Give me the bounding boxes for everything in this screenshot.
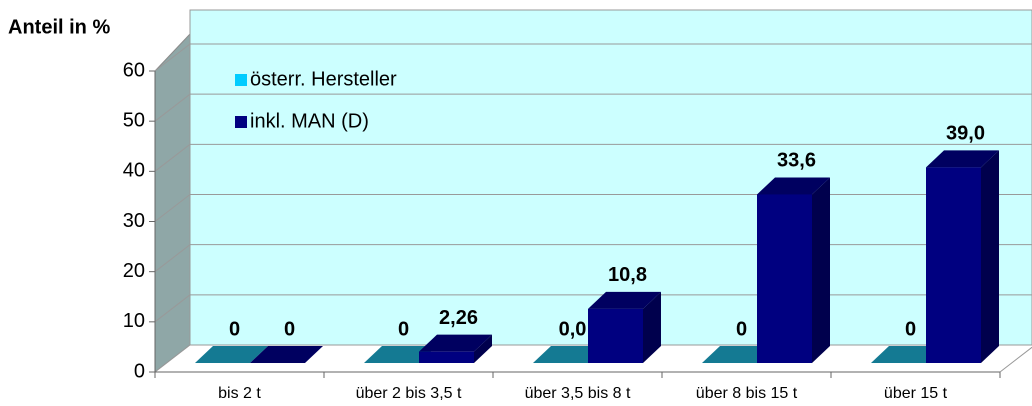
y-tick-label: 0 bbox=[134, 360, 145, 382]
grid-line bbox=[154, 93, 191, 122]
x-tick-label: bis 2 t bbox=[218, 385, 261, 402]
y-tick-label: 50 bbox=[123, 109, 145, 131]
x-tick-label: über 2 bis 3,5 t bbox=[356, 385, 462, 402]
grid-line bbox=[154, 244, 191, 273]
value-label: 0 bbox=[284, 318, 295, 340]
value-label: 0 bbox=[229, 318, 240, 340]
y-tick-label: 30 bbox=[123, 210, 145, 232]
legend-label: inkl. MAN (D) bbox=[250, 110, 369, 132]
y-tick-label: 10 bbox=[123, 310, 145, 332]
value-label: 39,0 bbox=[946, 123, 985, 145]
bar-top bbox=[757, 177, 830, 195]
bar-top bbox=[195, 346, 268, 363]
side-wall bbox=[154, 32, 191, 374]
bar-top bbox=[702, 346, 775, 363]
legend-label: österr. Hersteller bbox=[250, 68, 397, 90]
bar-top bbox=[419, 334, 492, 352]
bar-side bbox=[981, 150, 999, 363]
value-label: 0 bbox=[736, 318, 747, 340]
value-label: 0 bbox=[905, 318, 916, 340]
x-tick-label: über 8 bis 15 t bbox=[696, 385, 798, 402]
bar-top bbox=[533, 346, 606, 363]
grid-line bbox=[154, 43, 191, 72]
bar-top bbox=[871, 346, 944, 363]
grid-line bbox=[154, 294, 191, 323]
x-tick-label: über 3,5 bis 8 t bbox=[525, 385, 631, 402]
value-label: 10,8 bbox=[608, 264, 647, 286]
bar-side bbox=[643, 291, 661, 363]
y-axis-label: Anteil in % bbox=[8, 16, 110, 38]
grid-line bbox=[154, 194, 191, 222]
bar-top bbox=[250, 346, 323, 363]
y-tick-label: 40 bbox=[123, 160, 145, 182]
bar bbox=[419, 351, 474, 363]
bar-top bbox=[364, 346, 437, 363]
value-label: 33,6 bbox=[777, 150, 816, 172]
bar bbox=[588, 308, 643, 363]
value-label: 2,26 bbox=[439, 307, 478, 329]
legend-swatch bbox=[235, 116, 247, 128]
bar-side bbox=[474, 334, 492, 363]
bar-top bbox=[926, 150, 999, 168]
bar-top bbox=[588, 291, 661, 309]
y-tick-label: 20 bbox=[123, 260, 145, 282]
bar bbox=[926, 167, 981, 363]
bar-side bbox=[812, 177, 830, 363]
grid-line bbox=[154, 143, 191, 172]
x-tick-label: über 15 t bbox=[884, 385, 948, 402]
bar bbox=[757, 194, 812, 363]
legend-swatch bbox=[235, 74, 247, 86]
value-label: 0 bbox=[398, 318, 409, 340]
y-tick-label: 60 bbox=[123, 59, 145, 81]
value-label: 0,0 bbox=[559, 318, 587, 340]
